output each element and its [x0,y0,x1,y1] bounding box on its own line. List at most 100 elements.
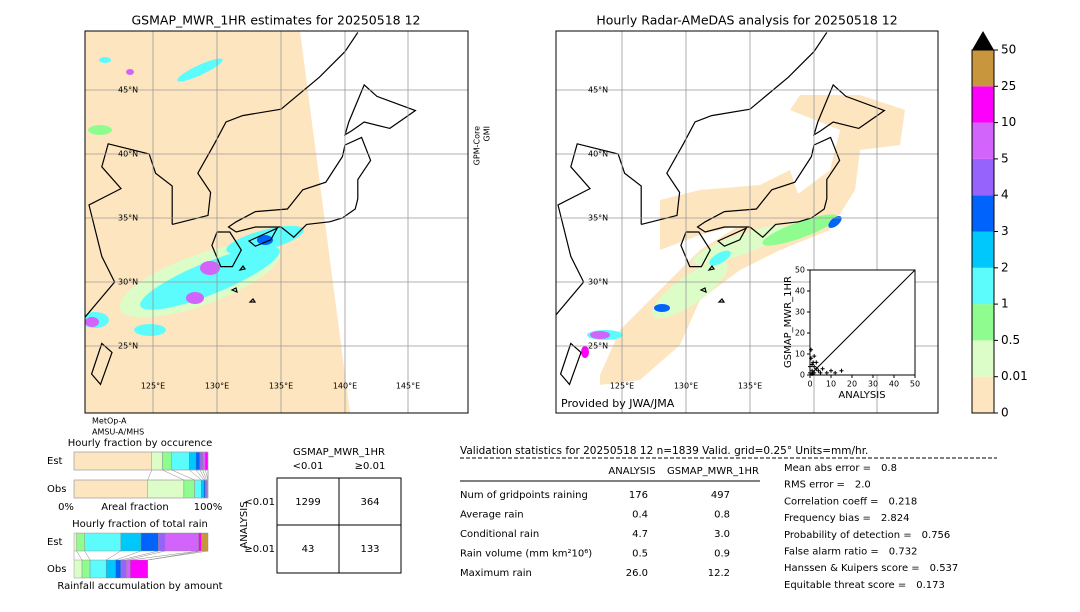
fraction-segment [199,451,203,471]
fraction-segment [195,451,201,471]
left-map [85,31,468,413]
col-label: ANALYSIS [608,466,655,477]
bar-frame [73,479,209,499]
y-axis-label: GSMAP_MWR_1HR [783,276,794,368]
bar-frame [73,451,209,471]
fraction-segment [183,479,195,499]
lat-label: 25°N [118,342,138,351]
score-label: Mean abs error = [784,463,871,474]
connector [162,469,184,481]
fraction-segment [89,559,107,579]
colorbar-segment [972,158,994,196]
connector [106,550,122,561]
connector [126,550,166,561]
stat-label: Maximum rain [460,568,532,579]
stat-value: 4.7 [632,529,648,540]
rain-areas [85,57,304,336]
fraction-segment [73,559,83,579]
lat-label: 35°N [118,214,138,223]
x-tick-label: 40 [889,380,899,389]
fraction-segment [147,479,185,499]
x-tick-label: 20 [847,380,857,389]
connector [130,550,199,561]
fraction-segment [140,532,159,552]
scatter-point [814,366,819,371]
graticule [556,31,938,413]
axis-label: 100% [194,502,223,513]
colorbar-segment [972,340,994,377]
stat-value: 497 [711,490,730,501]
colorbar-label: 1 [1001,297,1009,311]
colorbar-label: 3 [1001,224,1009,238]
stat-label: Rain volume (mm km²10⁶) [460,549,592,560]
sensor-label: GPM-Core [473,126,482,165]
scatter-point [809,347,814,352]
connector [84,550,91,561]
score-label: Equitable threat score = [784,580,906,591]
scatter-point [818,370,823,375]
score-value: 0.732 [889,547,918,558]
stat-value: 0.5 [632,549,648,560]
stat-label: Num of gridpoints raining [460,490,588,501]
panel-title: Hourly fraction by occurence [68,438,212,449]
fraction-segment [73,479,148,499]
lat-label: 45°N [588,86,608,95]
fraction-segment [76,532,85,552]
scatter-point [810,371,815,376]
score-value: 0.756 [922,530,951,541]
lat-label: 30°N [118,278,138,287]
fraction-segment [162,451,173,471]
col-label: ≥0.01 [355,461,386,472]
row-label: <0.01 [244,497,275,508]
sensor-label: MetOp-A [92,417,127,426]
colorbar-segment [972,304,994,341]
right-map-frame [555,30,939,414]
scatter-point [839,368,844,373]
lat-label: 35°N [588,214,608,223]
axis-label: 0% [58,502,74,513]
scatter-point [816,368,821,373]
table-cell: 1299 [295,497,320,508]
stat-value: 0.8 [714,510,730,521]
fraction-segment [205,451,209,471]
fraction-segment [126,559,131,579]
fraction-segment [120,559,127,579]
fraction-segment [189,451,197,471]
y-tick-label: 30 [795,308,805,317]
scatter-point [824,370,829,375]
stat-label: Conditional rain [460,529,539,540]
fraction-segment [201,479,205,499]
connector [195,469,205,481]
panel-title: Hourly fraction of total rain [72,519,208,530]
score-label: False alarm ratio = [784,547,879,558]
score-value: 0.173 [916,580,945,591]
lat-label: 25°N [588,342,608,351]
connector [115,550,142,561]
scatter-point [812,370,817,375]
fraction-segment [115,559,122,579]
colorbar-extension [972,31,994,50]
score-value: 0.218 [889,496,918,507]
colorbar-label: 0.5 [1001,333,1020,347]
lon-label: 125°E [141,382,165,391]
scatter-point [820,366,825,371]
x-axis-label: ANALYSIS [838,390,885,401]
left-map-frame [84,30,469,414]
fraction-segment [202,451,206,471]
table-cell: 364 [360,497,379,508]
row-label: Obs [47,484,66,495]
fraction-segment [205,479,207,499]
table-cell: 133 [360,544,379,555]
row-label: ≥0.01 [244,544,275,555]
fraction-segment [81,559,91,579]
fraction-segment [171,451,190,471]
fraction-segment [164,532,199,552]
y-tick-label: 20 [795,329,805,338]
stat-value: 26.0 [626,568,648,579]
rain-areas [581,95,905,385]
sensor-label: AMSU-A/MHS [92,428,144,437]
lon-label: 130°E [674,382,698,391]
fraction-segment [84,532,122,552]
x-tick-label: 10 [826,380,836,389]
fraction-segment [158,532,166,552]
